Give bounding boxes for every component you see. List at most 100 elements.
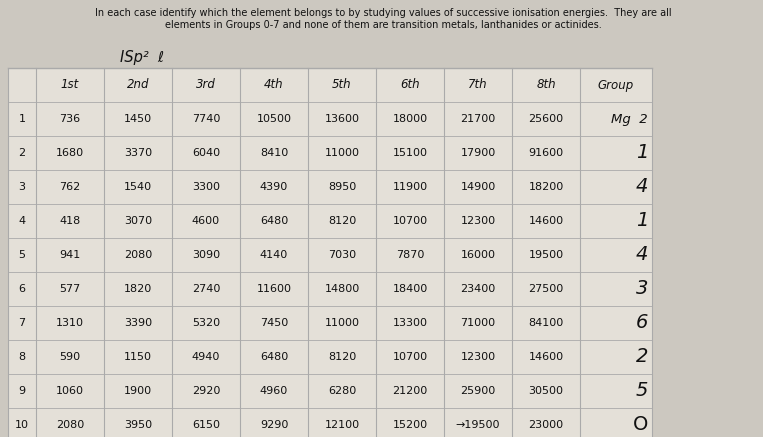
Text: 1310: 1310 — [56, 318, 84, 328]
Text: 3070: 3070 — [124, 216, 152, 226]
Text: 3: 3 — [636, 280, 648, 298]
Text: 5320: 5320 — [192, 318, 220, 328]
Text: 1900: 1900 — [124, 386, 152, 396]
Text: 3950: 3950 — [124, 420, 152, 430]
Text: 4: 4 — [636, 246, 648, 264]
Text: →19500: →19500 — [456, 420, 501, 430]
Text: 8: 8 — [18, 352, 26, 362]
Text: 941: 941 — [60, 250, 81, 260]
Text: 84100: 84100 — [528, 318, 564, 328]
Text: 6040: 6040 — [192, 148, 220, 158]
Text: 15100: 15100 — [392, 148, 427, 158]
Text: 8120: 8120 — [328, 352, 356, 362]
Text: 7450: 7450 — [260, 318, 288, 328]
Text: 2080: 2080 — [124, 250, 152, 260]
Text: 1: 1 — [636, 212, 648, 230]
Text: 7: 7 — [18, 318, 26, 328]
Text: 5: 5 — [18, 250, 25, 260]
Text: 3390: 3390 — [124, 318, 152, 328]
Text: 6: 6 — [18, 284, 25, 294]
Text: Mg  2: Mg 2 — [611, 112, 648, 125]
Text: 3370: 3370 — [124, 148, 152, 158]
Text: 11600: 11600 — [256, 284, 291, 294]
Text: 12300: 12300 — [460, 352, 495, 362]
Text: 91600: 91600 — [529, 148, 564, 158]
Text: 7030: 7030 — [328, 250, 356, 260]
Text: 1st: 1st — [61, 79, 79, 91]
Text: 14600: 14600 — [529, 216, 564, 226]
Text: 4th: 4th — [264, 79, 284, 91]
Text: 2: 2 — [18, 148, 26, 158]
Text: 6480: 6480 — [260, 216, 288, 226]
Text: Group: Group — [598, 79, 634, 91]
Text: 1: 1 — [636, 143, 648, 163]
Text: 13600: 13600 — [324, 114, 359, 124]
Text: 4: 4 — [18, 216, 26, 226]
Text: 2080: 2080 — [56, 420, 84, 430]
Text: 18400: 18400 — [392, 284, 427, 294]
Text: 1820: 1820 — [124, 284, 152, 294]
Text: 2740: 2740 — [192, 284, 221, 294]
Text: 14600: 14600 — [529, 352, 564, 362]
Text: 71000: 71000 — [460, 318, 495, 328]
Text: 10700: 10700 — [392, 216, 427, 226]
Text: 1680: 1680 — [56, 148, 84, 158]
Text: 10: 10 — [15, 420, 29, 430]
Text: 3rd: 3rd — [196, 79, 216, 91]
Text: 7870: 7870 — [396, 250, 424, 260]
Text: 17900: 17900 — [460, 148, 496, 158]
Text: 21700: 21700 — [460, 114, 496, 124]
Text: 7740: 7740 — [192, 114, 221, 124]
Text: ISp²  ℓ: ISp² ℓ — [120, 50, 164, 65]
Text: 3300: 3300 — [192, 182, 220, 192]
Text: 6150: 6150 — [192, 420, 220, 430]
Text: 19500: 19500 — [529, 250, 564, 260]
Text: 8410: 8410 — [260, 148, 288, 158]
Text: 4600: 4600 — [192, 216, 220, 226]
Text: 8th: 8th — [536, 79, 555, 91]
Text: 418: 418 — [60, 216, 81, 226]
Text: 1: 1 — [18, 114, 25, 124]
Text: 10700: 10700 — [392, 352, 427, 362]
Text: 5: 5 — [636, 382, 648, 400]
Text: 762: 762 — [60, 182, 81, 192]
Text: 6: 6 — [636, 313, 648, 333]
Text: 1150: 1150 — [124, 352, 152, 362]
Text: 577: 577 — [60, 284, 81, 294]
Text: 3: 3 — [18, 182, 25, 192]
Text: 2920: 2920 — [192, 386, 221, 396]
Text: 11000: 11000 — [324, 318, 359, 328]
Text: 6th: 6th — [400, 79, 420, 91]
Text: 1060: 1060 — [56, 386, 84, 396]
Bar — [8, 68, 652, 437]
Text: 8950: 8950 — [328, 182, 356, 192]
Text: 27500: 27500 — [528, 284, 564, 294]
Text: 11000: 11000 — [324, 148, 359, 158]
Text: 16000: 16000 — [461, 250, 495, 260]
Text: 590: 590 — [60, 352, 81, 362]
Text: 25900: 25900 — [460, 386, 496, 396]
Text: In each case identify which the element belongs to by studying values of success: In each case identify which the element … — [95, 8, 671, 18]
Text: elements in Groups 0-7 and none of them are transition metals, lanthanides or ac: elements in Groups 0-7 and none of them … — [165, 20, 601, 30]
Text: 23000: 23000 — [529, 420, 564, 430]
Text: 8120: 8120 — [328, 216, 356, 226]
Text: 5th: 5th — [332, 79, 352, 91]
Text: 10500: 10500 — [256, 114, 291, 124]
Text: 18200: 18200 — [528, 182, 564, 192]
Text: 14800: 14800 — [324, 284, 359, 294]
Text: 4390: 4390 — [260, 182, 288, 192]
Text: O: O — [633, 416, 648, 434]
Text: 13300: 13300 — [392, 318, 427, 328]
Text: 14900: 14900 — [460, 182, 496, 192]
Text: 4140: 4140 — [260, 250, 288, 260]
Text: 4940: 4940 — [192, 352, 221, 362]
Text: 25600: 25600 — [529, 114, 564, 124]
Text: 7th: 7th — [468, 79, 488, 91]
Text: 3090: 3090 — [192, 250, 220, 260]
Text: 18000: 18000 — [392, 114, 427, 124]
Text: 21200: 21200 — [392, 386, 427, 396]
Text: 2: 2 — [636, 347, 648, 367]
Text: 11900: 11900 — [392, 182, 427, 192]
Text: 23400: 23400 — [460, 284, 496, 294]
Text: 15200: 15200 — [392, 420, 427, 430]
